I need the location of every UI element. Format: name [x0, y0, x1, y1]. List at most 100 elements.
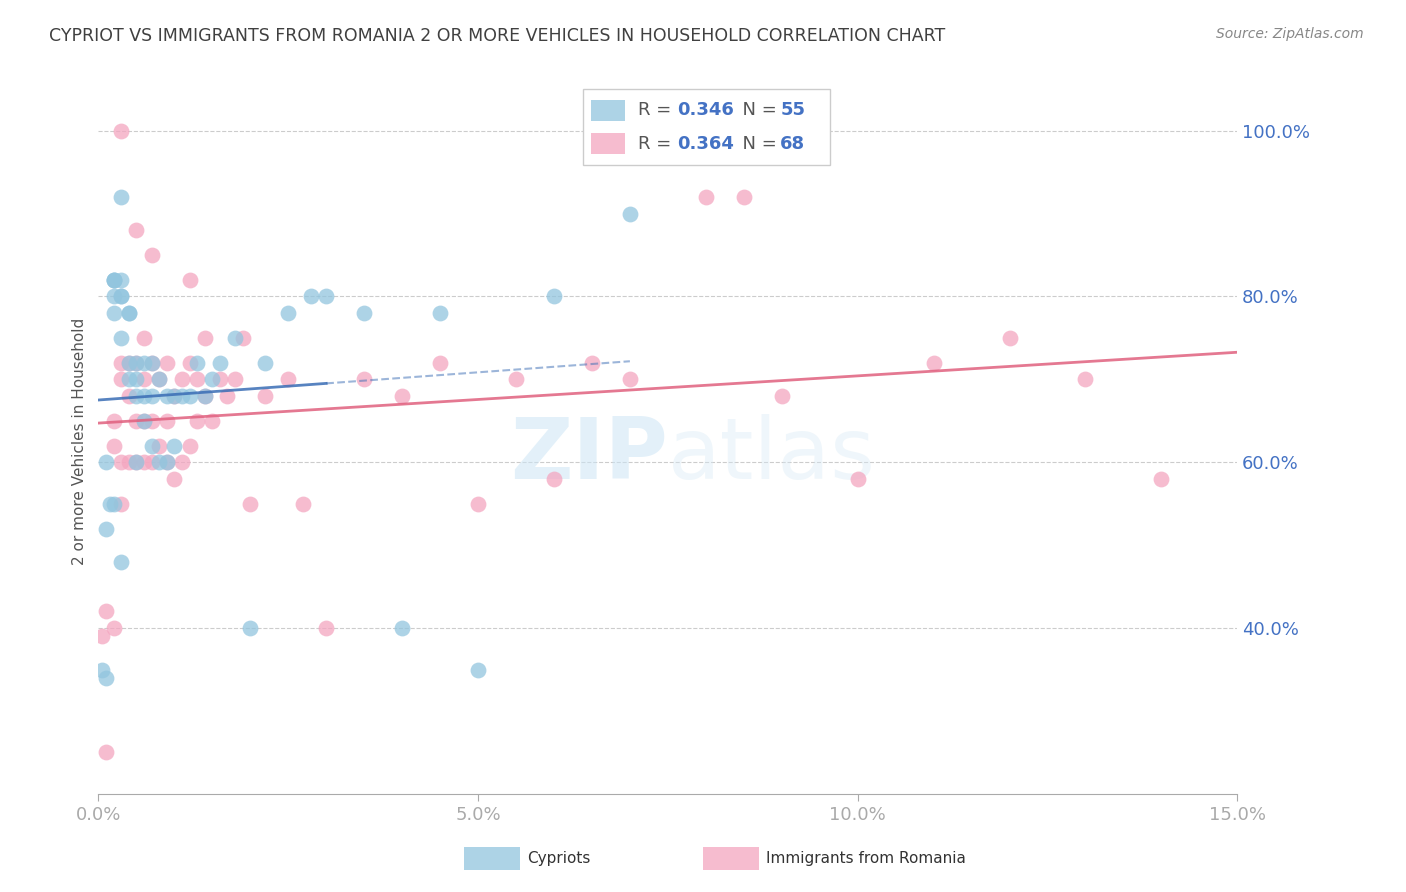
Point: [118, 306, 141, 320]
Point: [581, 356, 603, 370]
Point: [201, 414, 224, 428]
Text: 0.364: 0.364: [678, 135, 734, 153]
Text: Immigrants from Romania: Immigrants from Romania: [766, 852, 966, 866]
Point: [103, 306, 125, 320]
Point: [103, 414, 125, 428]
Point: [132, 414, 155, 428]
Point: [103, 439, 125, 453]
Point: [292, 497, 315, 511]
Point: [91, 663, 114, 677]
Point: [217, 389, 239, 403]
Point: [770, 389, 793, 403]
Point: [110, 289, 132, 303]
Point: [224, 372, 246, 386]
Point: [543, 289, 565, 303]
Point: [353, 306, 375, 320]
Bar: [591, 100, 626, 121]
Point: [125, 455, 148, 469]
Point: [132, 372, 155, 386]
Point: [156, 455, 179, 469]
Point: [132, 389, 155, 403]
Point: [186, 356, 208, 370]
Point: [232, 331, 254, 345]
Point: [103, 289, 125, 303]
Point: [141, 439, 163, 453]
Point: [110, 123, 132, 137]
Point: [110, 331, 132, 345]
Point: [141, 248, 163, 262]
Point: [505, 372, 527, 386]
Text: N =: N =: [731, 135, 783, 153]
Point: [141, 356, 163, 370]
Point: [391, 389, 413, 403]
Point: [619, 206, 641, 220]
Point: [110, 273, 132, 287]
Point: [118, 356, 141, 370]
Point: [125, 356, 148, 370]
Point: [125, 356, 148, 370]
Point: [277, 372, 299, 386]
Point: [194, 331, 217, 345]
Point: [103, 273, 125, 287]
Point: [103, 273, 125, 287]
Point: [94, 522, 117, 536]
Point: [467, 663, 489, 677]
Point: [141, 389, 163, 403]
FancyBboxPatch shape: [583, 89, 830, 165]
Text: Cypriots: Cypriots: [527, 852, 591, 866]
Text: atlas: atlas: [668, 414, 876, 497]
Point: [125, 414, 148, 428]
Point: [846, 472, 869, 486]
Point: [201, 372, 224, 386]
Point: [94, 455, 117, 469]
Point: [315, 621, 337, 635]
Point: [156, 455, 179, 469]
Text: CYPRIOT VS IMMIGRANTS FROM ROMANIA 2 OR MORE VEHICLES IN HOUSEHOLD CORRELATION C: CYPRIOT VS IMMIGRANTS FROM ROMANIA 2 OR …: [49, 27, 945, 45]
Point: [132, 414, 155, 428]
Point: [543, 472, 565, 486]
Point: [94, 605, 117, 619]
Point: [922, 356, 945, 370]
Point: [132, 331, 155, 345]
Point: [391, 621, 413, 635]
Point: [1150, 472, 1173, 486]
Y-axis label: 2 or more Vehicles in Household: 2 or more Vehicles in Household: [72, 318, 87, 566]
Point: [110, 455, 132, 469]
Point: [103, 621, 125, 635]
Point: [179, 273, 201, 287]
Point: [170, 455, 193, 469]
Text: 0.346: 0.346: [678, 102, 734, 120]
Point: [148, 439, 170, 453]
Point: [429, 306, 451, 320]
Bar: [591, 133, 626, 154]
Point: [695, 190, 717, 204]
Point: [277, 306, 299, 320]
Text: ZIP: ZIP: [510, 414, 668, 497]
Point: [110, 372, 132, 386]
Point: [125, 372, 148, 386]
Point: [998, 331, 1021, 345]
Point: [186, 372, 208, 386]
Text: Source: ZipAtlas.com: Source: ZipAtlas.com: [1216, 27, 1364, 41]
Point: [299, 289, 322, 303]
Point: [186, 414, 208, 428]
Point: [125, 389, 148, 403]
Point: [110, 555, 132, 569]
Point: [141, 455, 163, 469]
Point: [110, 356, 132, 370]
Point: [163, 389, 186, 403]
Text: 55: 55: [780, 102, 806, 120]
Point: [254, 389, 277, 403]
Point: [733, 190, 755, 204]
Point: [110, 289, 132, 303]
Point: [118, 455, 141, 469]
Point: [103, 273, 125, 287]
Point: [98, 497, 121, 511]
Point: [239, 621, 262, 635]
Point: [141, 414, 163, 428]
Point: [194, 389, 217, 403]
Point: [239, 497, 262, 511]
Point: [467, 497, 489, 511]
Point: [156, 389, 179, 403]
Point: [132, 455, 155, 469]
